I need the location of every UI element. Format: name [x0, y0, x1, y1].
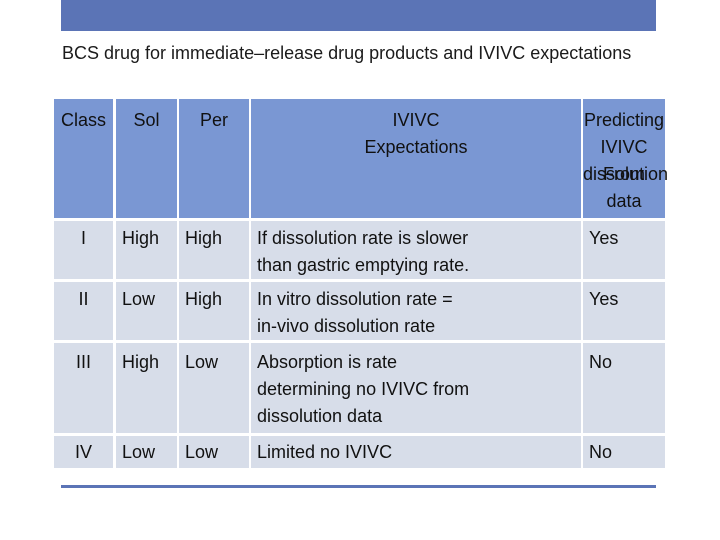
- expectation-line: determining no IVIVC from: [257, 379, 470, 399]
- per-value: High: [185, 289, 223, 309]
- predicting-value: No: [589, 352, 613, 372]
- class-value: II: [78, 289, 89, 309]
- cell-sol: High: [116, 221, 177, 279]
- header-pred-line3: dissolution: [583, 164, 669, 184]
- table-row: I High High If dissolution rate is slowe…: [54, 221, 665, 279]
- table-row: II Low High In vitro dissolution rate = …: [54, 282, 665, 340]
- header-sol-label: Sol: [133, 110, 160, 130]
- expectation-line: in-vivo dissolution rate: [257, 316, 436, 336]
- bcs-table: Class Sol Per IVIVC Expectations Predict…: [54, 99, 669, 468]
- header-predicting: Predicting IVIVC From dissolution data: [583, 99, 669, 218]
- cell-per: High: [179, 221, 249, 279]
- table-header: Class Sol Per IVIVC Expectations Predict…: [54, 99, 669, 218]
- header-ivivc: IVIVC Expectations: [251, 99, 581, 218]
- expectation-line: Limited no IVIVC: [257, 442, 393, 462]
- cell-predicting: No: [583, 436, 665, 468]
- header-ivivc-line1: IVIVC: [392, 110, 440, 130]
- cell-class: I: [54, 221, 113, 279]
- header-pred-line4: data: [606, 191, 642, 211]
- cell-predicting: Yes: [583, 282, 665, 340]
- expectation-line: dissolution data: [257, 406, 383, 426]
- bottom-accent-line: [61, 485, 656, 488]
- cell-predicting: No: [583, 343, 665, 433]
- cell-sol: Low: [116, 436, 177, 468]
- expectation-line: If dissolution rate is slower: [257, 228, 469, 248]
- table-row: IV Low Low Limited no IVIVC No: [54, 436, 665, 468]
- predicting-value: Yes: [589, 228, 619, 248]
- header-per: Per: [179, 99, 249, 218]
- header-ivivc-line2: Expectations: [364, 137, 468, 157]
- header-per-label: Per: [199, 110, 228, 130]
- cell-expectation: In vitro dissolution rate = in-vivo diss…: [251, 282, 581, 340]
- cell-predicting: Yes: [583, 221, 665, 279]
- table-row: III High Low Absorption is rate determin…: [54, 343, 665, 433]
- cell-per: High: [179, 282, 249, 340]
- per-value: High: [185, 228, 223, 248]
- header-class: Class: [54, 99, 113, 218]
- cell-sol: High: [116, 343, 177, 433]
- header-pred-line2: IVIVC From: [600, 137, 648, 184]
- sol-value: High: [122, 228, 160, 248]
- sol-value: Low: [122, 289, 156, 309]
- class-value: IV: [74, 442, 92, 462]
- cell-per: Low: [179, 436, 249, 468]
- sol-value: High: [122, 352, 160, 372]
- predicting-value: Yes: [589, 289, 619, 309]
- cell-expectation: Limited no IVIVC: [251, 436, 581, 468]
- header-class-label: Class: [60, 110, 106, 130]
- cell-class: IV: [54, 436, 113, 468]
- top-accent-bar: [61, 0, 656, 31]
- cell-expectation: Absorption is rate determining no IVIVC …: [251, 343, 581, 433]
- header-pred-line1: Predicting: [583, 110, 665, 130]
- cell-sol: Low: [116, 282, 177, 340]
- slide-title: BCS drug for immediate–release drug prod…: [62, 43, 632, 63]
- expectation-line: In vitro dissolution rate =: [257, 289, 453, 309]
- expectation-line: Absorption is rate: [257, 352, 398, 372]
- header-sol: Sol: [116, 99, 177, 218]
- cell-expectation: If dissolution rate is slower than gastr…: [251, 221, 581, 279]
- cell-per: Low: [179, 343, 249, 433]
- class-value: I: [80, 228, 86, 248]
- predicting-value: No: [589, 442, 613, 462]
- per-value: Low: [185, 352, 219, 372]
- cell-class: III: [54, 343, 113, 433]
- per-value: Low: [185, 442, 219, 462]
- sol-value: Low: [122, 442, 156, 462]
- cell-class: II: [54, 282, 113, 340]
- expectation-line: than gastric emptying rate.: [257, 255, 470, 275]
- class-value: III: [75, 352, 91, 372]
